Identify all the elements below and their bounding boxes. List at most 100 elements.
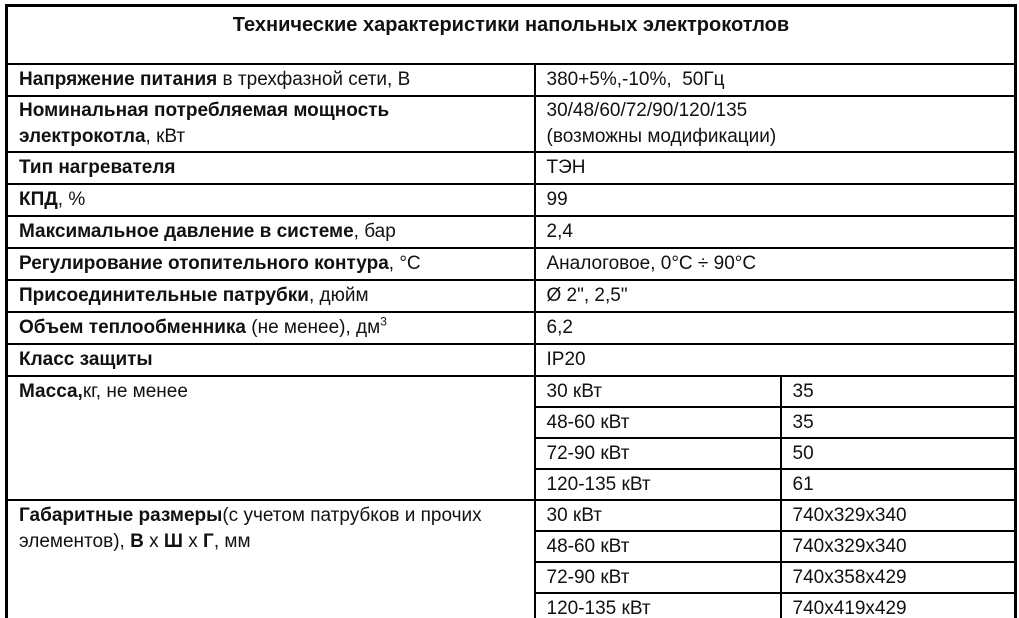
spec-label: Напряжение питания в трехфазной сети, В [5, 63, 536, 97]
spec-value: 380+5%,-10%, 50Гц [533, 63, 1017, 97]
spec-label: Максимальное давление в системе, бар [5, 215, 536, 249]
spec-label: Тип нагревателя [5, 151, 536, 185]
spec-value-text: 6,2 [546, 317, 573, 338]
power-variant-text: 120-135 кВт [546, 473, 651, 495]
spec-label-rest: в трехфазной сети, В [217, 69, 411, 90]
mass-value-text: 61 [792, 473, 814, 495]
power-variant: 72-90 кВт [533, 561, 782, 594]
spec-value-text: Аналоговое, 0°С ÷ 90°С [546, 253, 757, 274]
mass-group-label: Масса,кг, не менее [5, 375, 536, 501]
table-row: Регулирование отопительного контура, °С … [5, 247, 1017, 281]
table-row: Технические характеристики напольных эле… [5, 4, 1017, 65]
power-variant-text: 30 кВт [546, 380, 602, 402]
spec-label: Номинальная потребляемая мощность электр… [5, 95, 536, 153]
dim-separator: х [182, 531, 204, 552]
dimensions-group-label: Габаритные размеры(с учетом патрубков и … [5, 499, 536, 618]
power-variant-text: 30 кВт [546, 504, 602, 526]
dimensions-value: 740х358х429 [779, 561, 1017, 594]
dim-axis-depth: Г [203, 531, 214, 552]
table-row: 120-135 кВт 61 [7, 468, 1017, 501]
spec-label-rest: , бар [353, 221, 396, 242]
mass-value: 35 [779, 375, 1017, 408]
power-variant: 30 кВт [533, 375, 782, 408]
spec-label: Объем теплообменника (не менее), дм3 [5, 311, 536, 345]
spec-value-text: IP20 [546, 349, 586, 370]
spec-label-rest: , °С [388, 253, 421, 274]
spec-label-bold: Максимальное давление в системе [19, 221, 354, 242]
spec-value-text: 2,4 [546, 221, 573, 242]
mass-value: 50 [779, 437, 1017, 470]
mass-value-text: 35 [792, 380, 814, 402]
spec-value: Аналоговое, 0°С ÷ 90°С [533, 247, 1017, 281]
dimensions-value-text: 740х329х340 [792, 504, 907, 526]
superscript: 3 [380, 314, 387, 329]
table-row: Объем теплообменника (не менее), дм3 6,2 [5, 311, 1017, 345]
power-variant: 48-60 кВт [533, 406, 782, 439]
mass-value-text: 50 [792, 442, 814, 464]
spec-label-bold: Объем теплообменника [19, 317, 246, 338]
dimensions-value: 740х329х340 [779, 530, 1017, 563]
table-title-text: Технические характеристики напольных эле… [232, 14, 790, 36]
spec-label-bold: Регулирование отопительного контура [19, 253, 389, 274]
table-row: Масса,кг, не менее 30 кВт 35 [5, 375, 1017, 501]
spec-label-bold: Габаритные размеры [19, 505, 223, 526]
spec-value: 99 [533, 183, 1017, 217]
table-row: Номинальная потребляемая мощность электр… [5, 95, 1017, 153]
power-variant: 120-135 кВт [533, 592, 782, 618]
table-row: 72-90 кВт 50 [7, 437, 1017, 470]
spec-value-text: ТЭН [546, 157, 586, 178]
power-variant-text: 120-135 кВт [546, 597, 651, 618]
spec-label: Присоединительные патрубки, дюйм [5, 279, 536, 313]
spec-label-rest: кг, не менее [82, 381, 188, 402]
spec-label-rest: , дюйм [308, 285, 369, 306]
dimensions-value-text: 740х329х340 [792, 535, 907, 557]
table-row: Максимальное давление в системе, бар 2,4 [5, 215, 1017, 249]
power-variant-text: 72-90 кВт [546, 566, 630, 588]
dim-axis-height: В [130, 531, 144, 552]
spec-value: IP20 [533, 343, 1017, 377]
spec-label-rest: (не менее), дм [245, 317, 381, 338]
mass-value-text: 35 [792, 411, 814, 433]
table-row: Габаритные размеры(с учетом патрубков и … [5, 499, 1017, 618]
power-variant-text: 72-90 кВт [546, 442, 630, 464]
table-row: 48-60 кВт 35 [7, 406, 1017, 439]
spec-label-rest: (с учетом патрубков и прочих элементов), [19, 505, 487, 552]
power-variant-text: 48-60 кВт [546, 411, 630, 433]
dimensions-value-text: 740х419х429 [792, 597, 907, 618]
spec-label-bold: Напряжение питания [19, 69, 218, 90]
dim-separator: х [143, 531, 164, 552]
table-row: Присоединительные патрубки, дюйм Ø 2", 2… [5, 279, 1017, 313]
table-row: Напряжение питания в трехфазной сети, В … [5, 63, 1017, 97]
spec-label-rest: , кВт [145, 126, 186, 147]
spec-value: ТЭН [533, 151, 1017, 185]
dimensions-value: 740х419х429 [779, 592, 1017, 618]
table-row: 72-90 кВт 740х358х429 [7, 561, 1017, 594]
spec-label-bold: КПД [19, 189, 58, 210]
dim-axis-width: Ш [163, 531, 183, 552]
spec-label-bold: Тип нагревателя [19, 157, 176, 178]
power-variant: 72-90 кВт [533, 437, 782, 470]
table-title: Технические характеристики напольных эле… [5, 4, 1017, 65]
dimensions-value-text: 740х358х429 [792, 566, 907, 588]
table-row: Тип нагревателя ТЭН [5, 151, 1017, 185]
spec-value: 6,2 [533, 311, 1017, 345]
spec-label-rest: , % [57, 189, 86, 210]
mass-value: 61 [779, 468, 1017, 501]
power-variant-text: 48-60 кВт [546, 535, 630, 557]
power-variant: 120-135 кВт [533, 468, 782, 501]
table-row: КПД, % 99 [5, 183, 1017, 217]
spec-value-line2: (возможны модификации) [546, 126, 777, 147]
spec-label-bold: Номинальная потребляемая мощность электр… [19, 100, 395, 147]
spec-value-text: Ø 2", 2,5" [546, 285, 628, 306]
spec-value: 30/48/60/72/90/120/135 (возможны модифика… [533, 95, 1017, 153]
power-variant: 48-60 кВт [533, 530, 782, 563]
spec-label: Класс защиты [5, 343, 536, 377]
dimensions-value: 740х329х340 [779, 499, 1017, 532]
spec-value: Ø 2", 2,5" [533, 279, 1017, 313]
mass-value: 35 [779, 406, 1017, 439]
spec-label-rest: , мм [213, 531, 251, 552]
table-row: 120-135 кВт 740х419х429 [7, 592, 1017, 618]
spec-value-line1: 30/48/60/72/90/120/135 [546, 100, 748, 121]
spec-value-text: 99 [546, 189, 568, 210]
